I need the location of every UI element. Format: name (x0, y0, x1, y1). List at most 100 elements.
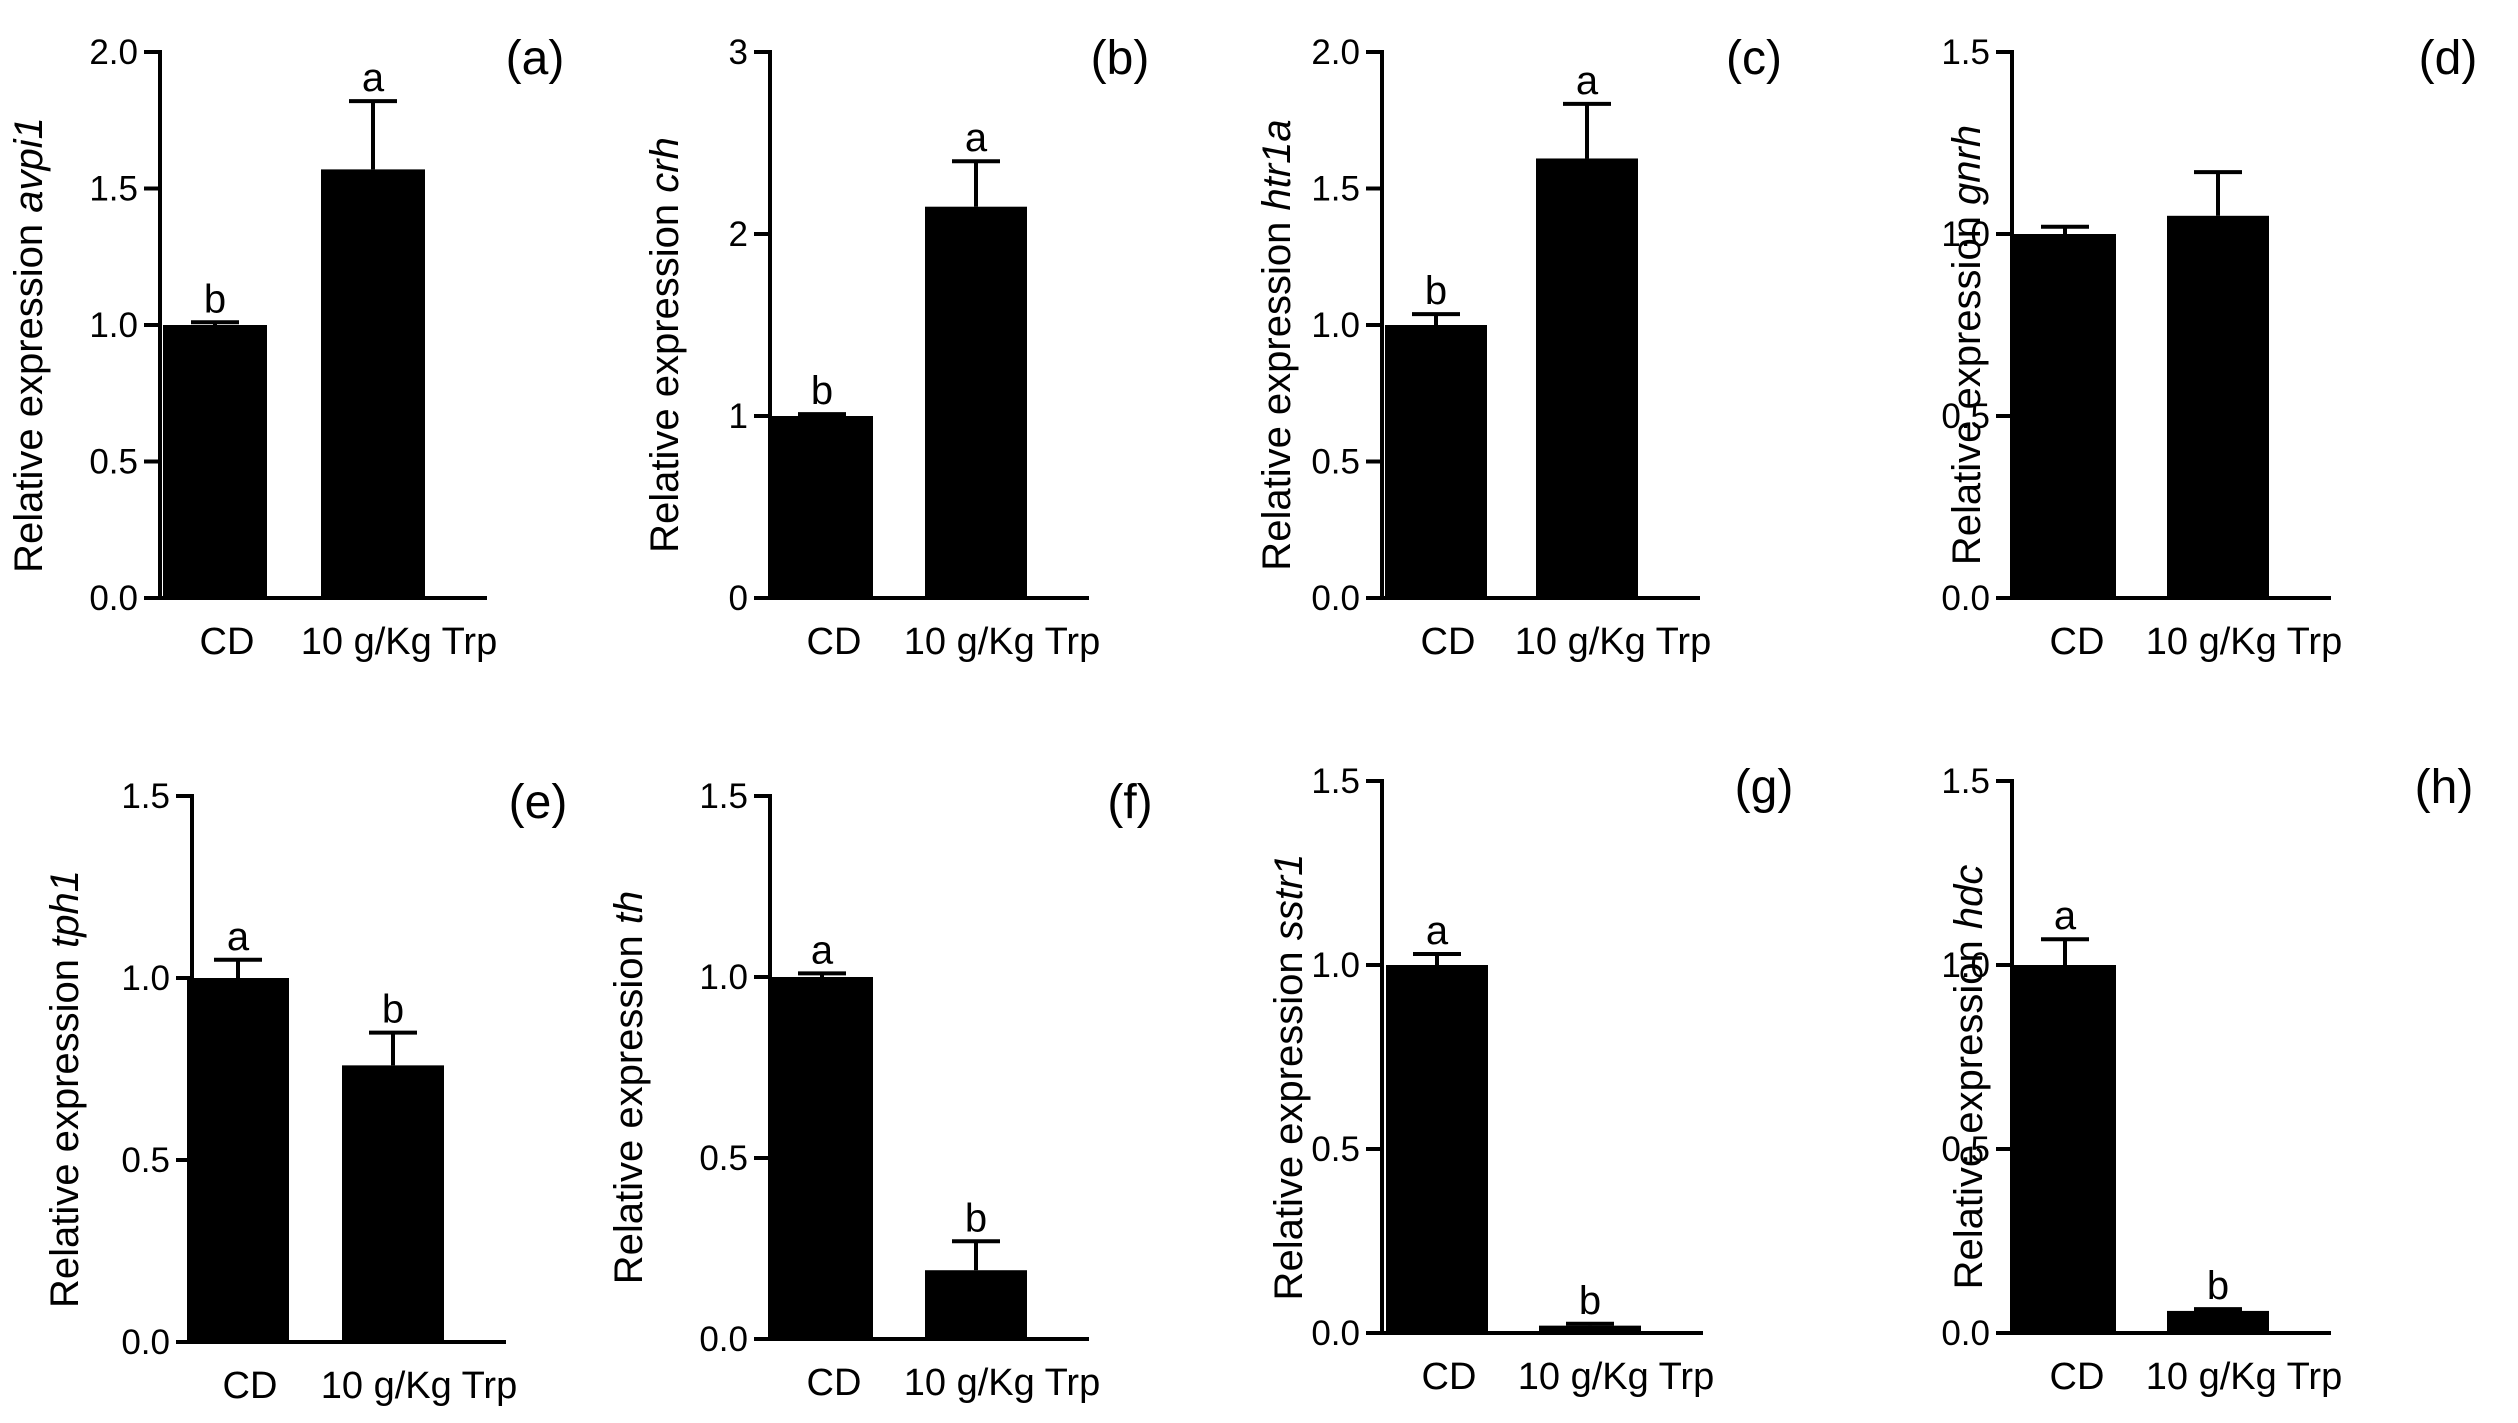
y-axis-label: Relative expression sstr1 (1267, 854, 1311, 1301)
y-axis-label-prefix: Relative expression (43, 948, 87, 1308)
significance-letter: a (1576, 59, 1599, 103)
y-tick-label: 1.5 (121, 777, 170, 816)
y-tick-label: 0.0 (1941, 579, 1990, 618)
significance-letter: b (382, 988, 404, 1032)
y-axis-label-gene: gnrh (1945, 125, 1989, 205)
bar-cd (2014, 965, 2116, 1333)
y-axis-label: Relative expression crh (643, 137, 687, 553)
panel-label: (f) (1107, 776, 1152, 829)
significance-letter: a (227, 915, 250, 959)
y-tick-label: 0 (729, 579, 748, 618)
y-tick-label: 3 (729, 33, 748, 72)
y-tick-label: 1.0 (1311, 946, 1360, 985)
category-label: 10 g/Kg Trp (904, 1362, 1100, 1404)
y-axis-label-gene: htr1a (1255, 119, 1299, 210)
category-label: 10 g/Kg Trp (2146, 1356, 2342, 1398)
y-tick-label: 1.5 (1311, 762, 1360, 801)
y-tick-label: 0.0 (1941, 1314, 1990, 1353)
category-label: 10 g/Kg Trp (321, 1365, 517, 1407)
bar-cd (2014, 234, 2116, 598)
category-label: 10 g/Kg Trp (904, 621, 1100, 663)
y-axis-label-prefix: Relative expression (607, 924, 651, 1284)
y-axis-label: Relative expression htr1a (1255, 119, 1299, 570)
panel-label: (e) (509, 776, 568, 829)
y-tick-label: 0.0 (121, 1323, 170, 1362)
panel-label: (b) (1091, 32, 1150, 85)
y-tick-label: 2.0 (1311, 33, 1360, 72)
bar-trp (925, 1270, 1027, 1339)
y-tick-label: 0.5 (699, 1139, 748, 1178)
y-tick-label: 1 (729, 397, 748, 436)
y-tick-label: 2.0 (89, 33, 138, 72)
significance-letter: b (965, 1196, 987, 1240)
y-axis-label-prefix: Relative expression (1267, 940, 1311, 1300)
y-tick-label: 0.0 (1311, 579, 1360, 618)
bar-cd (1385, 325, 1487, 598)
y-axis-label-prefix: Relative expression (1255, 210, 1299, 570)
y-tick-label: 1.0 (121, 959, 170, 998)
y-tick-label: 1.0 (1941, 215, 1990, 254)
y-axis-label-prefix: Relative expression (1945, 205, 1989, 565)
category-label: CD (223, 1365, 278, 1407)
panel-label: (c) (1726, 32, 1782, 85)
y-tick-label: 1.5 (89, 170, 138, 209)
y-tick-label: 1.0 (89, 306, 138, 345)
significance-letter: b (204, 277, 226, 321)
y-tick-label: 0.0 (699, 1320, 748, 1359)
significance-letter: b (811, 369, 833, 413)
y-axis-label-gene: avpi1 (7, 117, 51, 213)
significance-letter: a (1426, 909, 1449, 953)
y-tick-label: 0.5 (1941, 1130, 1990, 1169)
y-tick-label: 1.0 (1311, 306, 1360, 345)
category-label: CD (2050, 621, 2105, 663)
bar-trp (1536, 158, 1638, 598)
y-axis-label-gene: crh (643, 137, 687, 193)
category-label: 10 g/Kg Trp (301, 621, 497, 663)
y-axis-label: Relative expression hdc (1947, 865, 1991, 1290)
y-axis-label-prefix: Relative expression (1947, 929, 1991, 1289)
bar-trp (342, 1065, 444, 1342)
panel-label: (d) (2419, 32, 2478, 85)
panel-label: (h) (2415, 761, 2474, 814)
category-label: CD (200, 621, 255, 663)
significance-letter: a (2054, 894, 2077, 938)
y-axis-label-gene: tph1 (43, 870, 87, 948)
bar-cd (771, 416, 873, 598)
category-label: CD (1421, 621, 1476, 663)
y-tick-label: 0.5 (1941, 397, 1990, 436)
category-label: CD (807, 1362, 862, 1404)
category-label: 10 g/Kg Trp (1518, 1356, 1714, 1398)
y-axis-label-gene: sstr1 (1267, 854, 1311, 941)
panel-label: (g) (1735, 761, 1794, 814)
category-label: CD (807, 621, 862, 663)
y-axis-label: Relative expression avpi1 (7, 117, 51, 573)
y-tick-label: 0.5 (89, 443, 138, 482)
significance-letter: a (965, 116, 988, 160)
significance-letter: b (1579, 1279, 1601, 1323)
y-tick-label: 0.5 (121, 1141, 170, 1180)
y-axis-label-prefix: Relative expression (7, 213, 51, 573)
y-tick-label: 2 (729, 215, 748, 254)
y-tick-label: 1.0 (699, 958, 748, 997)
significance-letter: b (1425, 269, 1447, 313)
y-axis-label-prefix: Relative expression (643, 193, 687, 553)
y-tick-label: 1.0 (1941, 946, 1990, 985)
significance-letter: a (362, 56, 385, 100)
bar-trp (1539, 1325, 1641, 1333)
y-axis-label: Relative expression tph1 (43, 870, 87, 1308)
y-axis-label: Relative expression gnrh (1945, 125, 1989, 565)
y-tick-label: 0.5 (1311, 443, 1360, 482)
bar-cd (163, 325, 267, 598)
panel-label: (a) (506, 32, 565, 85)
y-tick-label: 1.5 (1941, 33, 1990, 72)
y-tick-label: 0.0 (1311, 1314, 1360, 1353)
category-label: 10 g/Kg Trp (2146, 621, 2342, 663)
y-axis-label: Relative expression th (607, 891, 651, 1285)
y-tick-label: 0.0 (89, 579, 138, 618)
y-tick-label: 0.5 (1311, 1130, 1360, 1169)
significance-letter: b (2207, 1264, 2229, 1308)
category-label: 10 g/Kg Trp (1515, 621, 1711, 663)
category-label: CD (2050, 1356, 2105, 1398)
y-tick-label: 1.5 (699, 777, 748, 816)
